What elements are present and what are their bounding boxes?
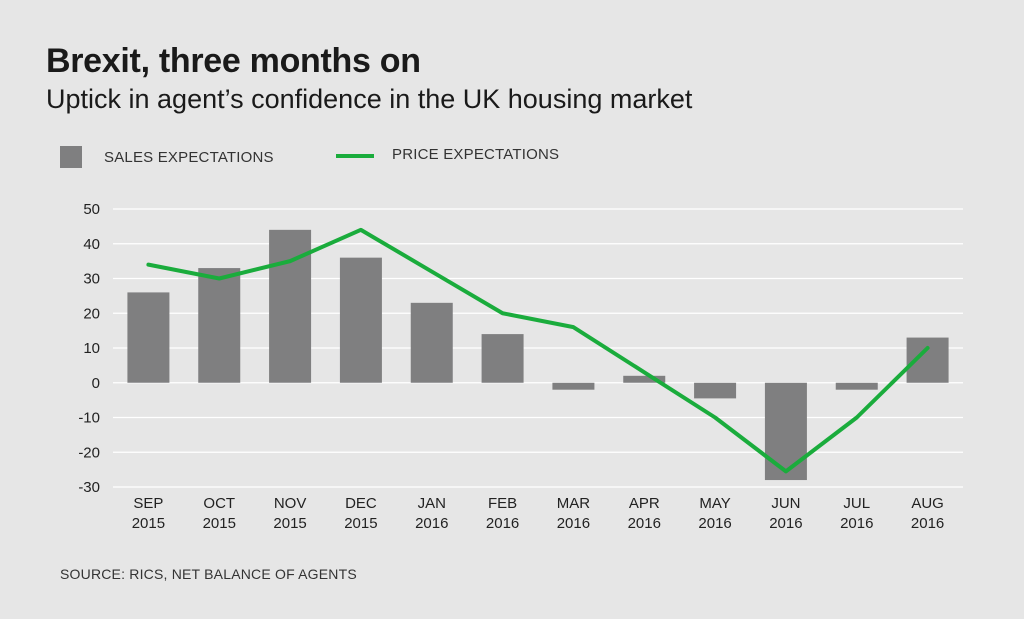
y-tick-label-30: 30 bbox=[83, 271, 100, 288]
line-price-expectations bbox=[146, 227, 930, 474]
legend-item-price: PRICE EXPECTATIONS bbox=[336, 146, 559, 163]
x-tick-label-sep-2015: SEP 2015 bbox=[132, 495, 165, 532]
y-tick-label--30: -30 bbox=[78, 479, 100, 496]
legend-swatch-sales bbox=[60, 146, 82, 168]
x-tick-label-mar-2016: MAR 2016 bbox=[557, 495, 591, 532]
y-tick-label--10: -10 bbox=[78, 410, 100, 427]
legend-label-price: PRICE EXPECTATIONS bbox=[392, 146, 560, 163]
x-tick-label-jan-2016: JAN 2016 bbox=[415, 495, 448, 532]
source-note: SOURCE: RICS, NET BALANCE OF AGENTS bbox=[60, 566, 357, 582]
x-tick-label-nov-2015: NOV 2015 bbox=[273, 495, 306, 532]
legend-item-sales: SALES EXPECTATIONS bbox=[60, 146, 274, 168]
x-tick-label-dec-2015: DEC 2015 bbox=[344, 495, 377, 532]
bar-sales-apr-2016 bbox=[623, 375, 666, 383]
y-tick-label-40: 40 bbox=[83, 236, 100, 253]
y-tick-label--20: -20 bbox=[78, 444, 100, 461]
bar-sales-jul-2016 bbox=[835, 382, 878, 390]
legend-swatch-price bbox=[336, 153, 374, 158]
y-tick-label-10: 10 bbox=[83, 340, 100, 357]
x-tick-label-jul-2016: JUL 2016 bbox=[840, 495, 873, 532]
y-tick-label-20: 20 bbox=[83, 305, 100, 322]
bar-sales-may-2016 bbox=[694, 382, 737, 399]
x-tick-label-jun-2016: JUN 2016 bbox=[769, 495, 802, 532]
bar-sales-oct-2015 bbox=[198, 268, 241, 383]
y-tick-label-0: 0 bbox=[92, 375, 100, 392]
bar-sales-jan-2016 bbox=[410, 302, 453, 383]
x-tick-label-oct-2015: OCT 2015 bbox=[203, 495, 236, 532]
bar-sales-feb-2016 bbox=[481, 334, 524, 383]
bar-sales-dec-2015 bbox=[339, 257, 382, 383]
x-tick-label-feb-2016: FEB 2016 bbox=[486, 495, 519, 532]
bar-sales-mar-2016 bbox=[552, 382, 595, 390]
y-tick-label-50: 50 bbox=[83, 201, 100, 218]
x-tick-label-aug-2016: AUG 2016 bbox=[911, 495, 944, 532]
chart-title: Brexit, three months on bbox=[46, 42, 421, 80]
bar-sales-sep-2015 bbox=[127, 292, 170, 383]
chart-subtitle: Uptick in agent’s confidence in the UK h… bbox=[46, 84, 693, 114]
x-tick-label-apr-2016: APR 2016 bbox=[628, 495, 661, 532]
x-tick-label-may-2016: MAY 2016 bbox=[698, 495, 731, 532]
bar-sales-jun-2016 bbox=[764, 382, 807, 481]
legend-label-sales: SALES EXPECTATIONS bbox=[104, 148, 274, 166]
